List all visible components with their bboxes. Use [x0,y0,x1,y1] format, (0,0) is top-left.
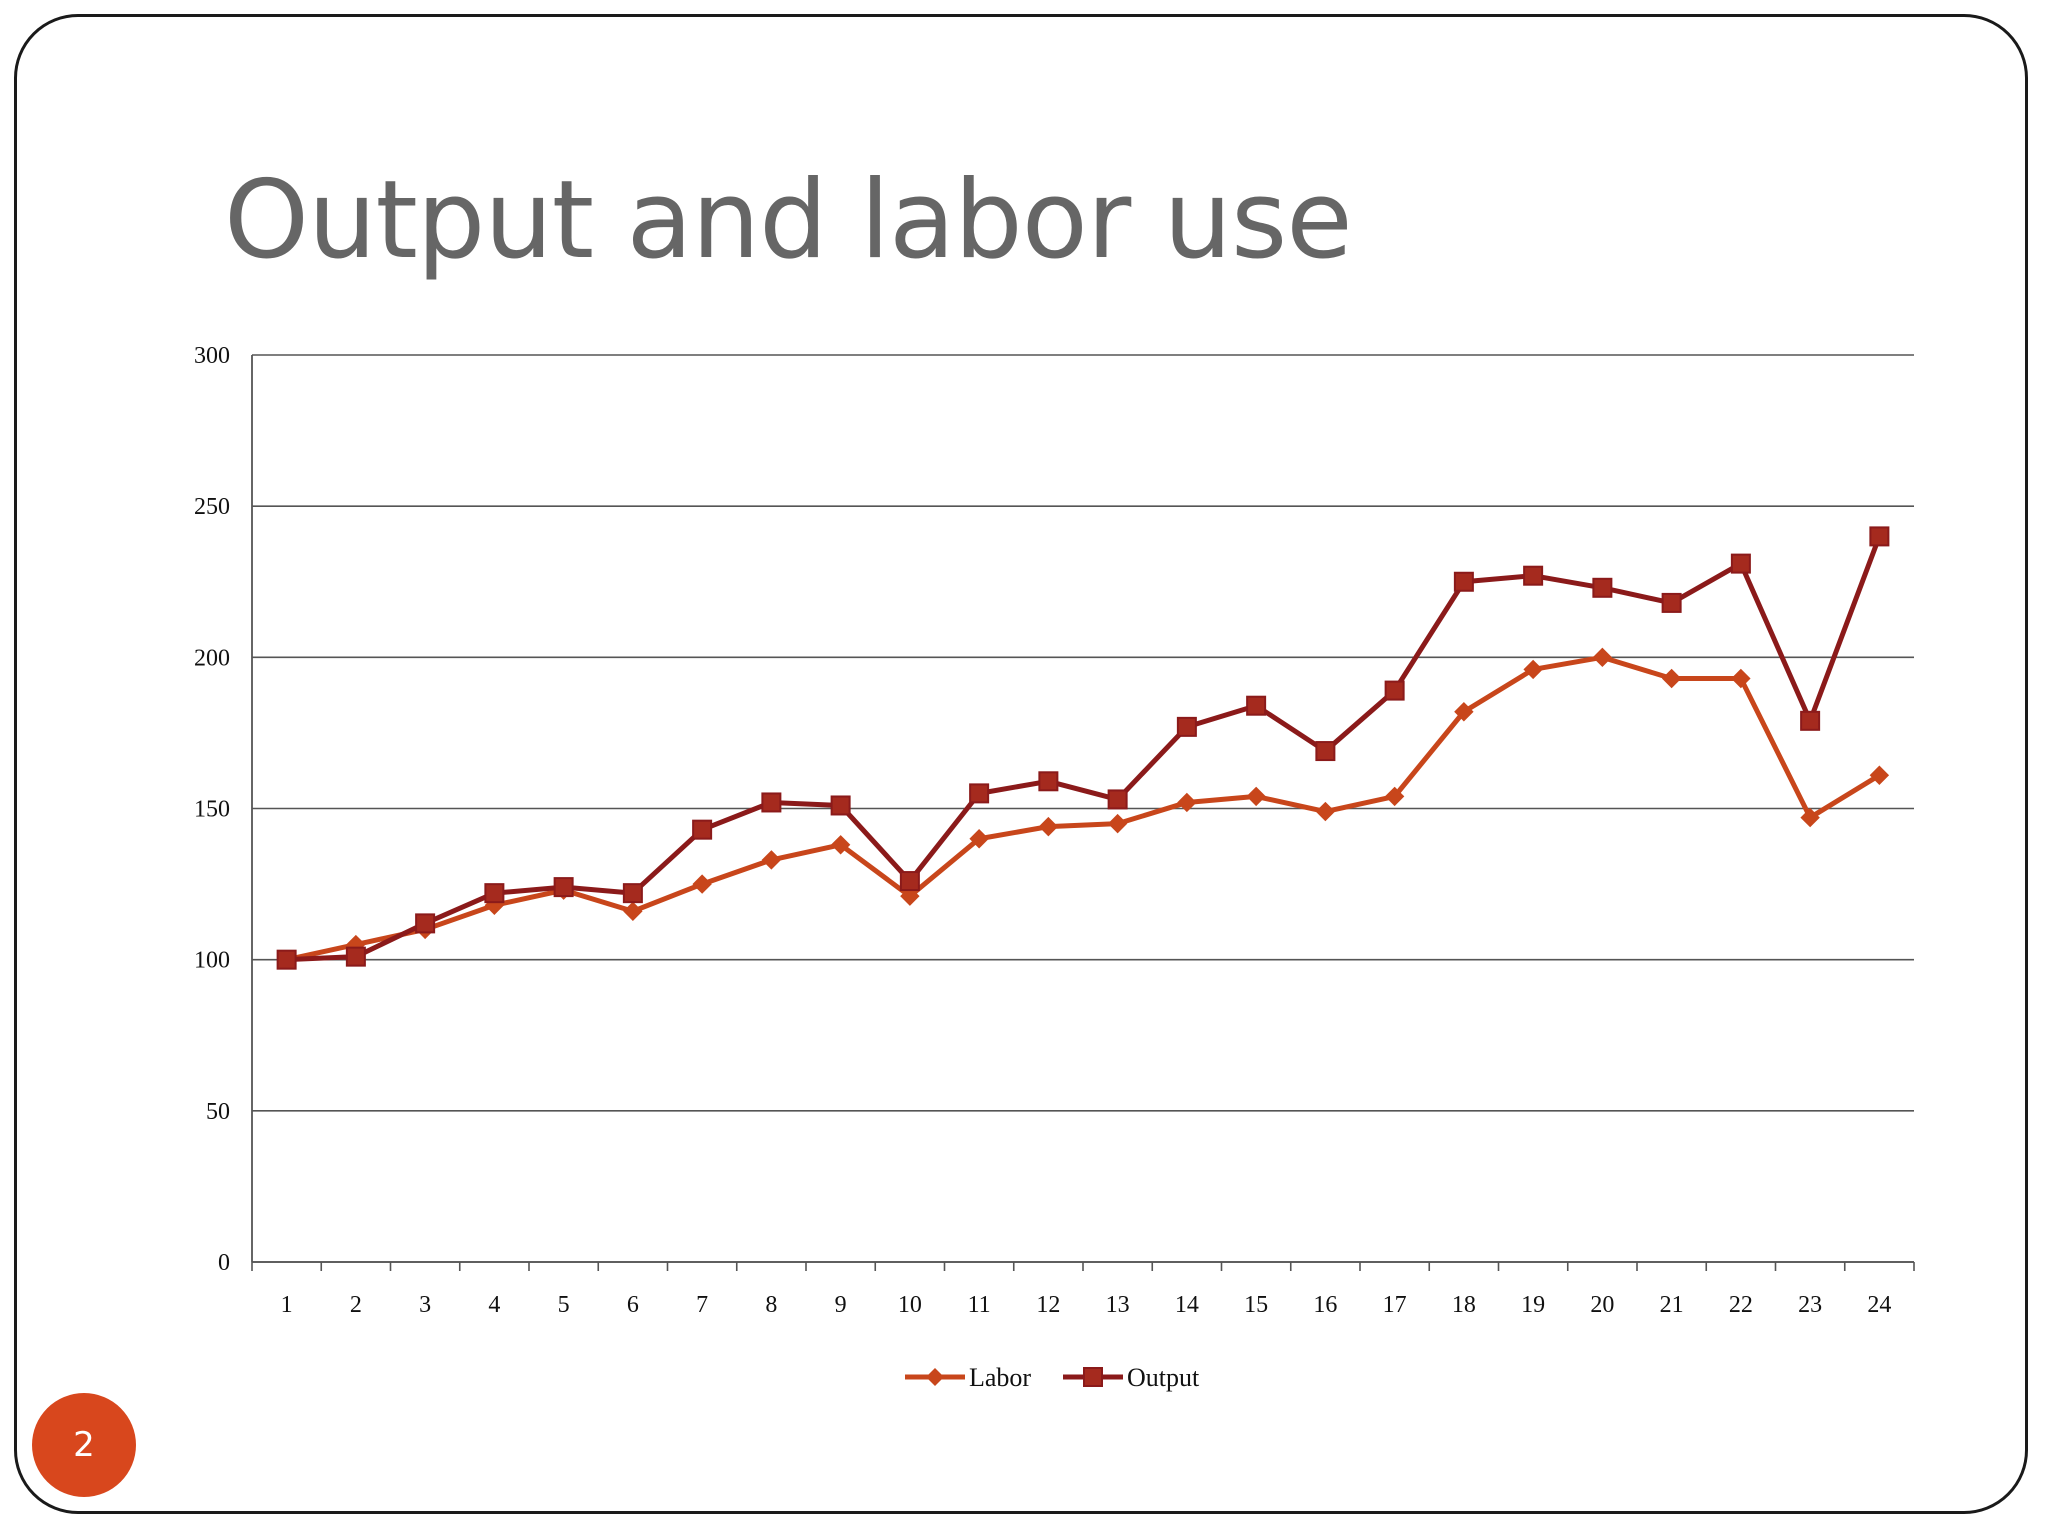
output-point [484,883,505,904]
x-tick-label: 6 [627,1292,639,1318]
x-tick-label: 18 [1452,1292,1476,1318]
x-tick-label: 16 [1313,1292,1337,1318]
x-tick-label: 20 [1590,1292,1614,1318]
labor-point [1177,792,1197,813]
x-tick-label: 7 [696,1292,708,1318]
labor-point [830,835,851,855]
x-tick-label: 1 [281,1292,293,1318]
output-point [276,949,297,970]
x-tick-label: 23 [1798,1292,1822,1318]
labor-point [969,829,989,849]
output-point [1800,710,1821,731]
x-tick-label: 19 [1521,1292,1545,1318]
x-tick-label: 12 [1036,1292,1060,1318]
y-tick-label: 50 [206,1099,230,1125]
labor-point [1523,659,1543,680]
labor-point [1454,702,1474,722]
x-tick-label: 15 [1244,1292,1268,1318]
output-point [345,946,366,967]
output-point [622,883,643,904]
labor-point [1038,816,1059,837]
x-tick-label: 10 [898,1292,922,1318]
output-point [692,819,713,840]
page-number-badge: 2 [32,1393,136,1497]
x-tick-label: 17 [1383,1292,1407,1318]
output-point [1384,680,1405,701]
labor-point [1246,786,1266,807]
labor-point [1800,807,1820,828]
labor-point [1661,668,1682,689]
slide-frame [14,14,2028,1514]
labor-series-line [286,654,1881,963]
output-point [1592,577,1613,598]
x-tick-label: 14 [1175,1292,1199,1318]
legend-output-label: Output [1127,1363,1200,1392]
output-point [761,792,782,813]
y-tick-label: 200 [194,645,230,671]
labor-point [1592,647,1613,668]
slide-title: Output and labor use [224,158,1353,283]
labor-point [623,901,643,922]
output-point [1730,553,1751,574]
legend-labor-label: Labor [969,1363,1031,1392]
y-tick-label: 300 [194,343,230,369]
output-point [1038,771,1059,792]
labor-point [1731,668,1751,689]
labor-point [761,850,782,870]
x-tick-label: 3 [419,1292,431,1318]
x-tick-label: 22 [1729,1292,1753,1318]
output-point [1661,592,1682,613]
labor-point [692,874,712,894]
output-point [553,877,574,898]
x-tick-label: 9 [835,1292,847,1318]
output-series-line [286,535,1882,963]
y-tick-label: 250 [194,494,230,520]
labor-point [1107,813,1128,834]
output-point [1453,571,1474,592]
x-tick-label: 4 [488,1292,500,1318]
output-point [1246,695,1267,716]
x-tick-label: 2 [350,1292,362,1318]
labor-point [1315,801,1336,822]
output-point [969,783,990,804]
legend-output-marker [1083,1367,1103,1387]
x-tick-label: 24 [1867,1292,1891,1318]
output-point [899,871,920,892]
y-tick-label: 150 [194,797,230,823]
output-point [1107,789,1128,810]
output-point [1315,741,1336,762]
output-point [1523,565,1544,586]
y-tick-label: 0 [218,1250,230,1276]
output-point [830,795,851,816]
legend-labor-marker [926,1368,944,1386]
output-point [1869,526,1890,547]
labor-point [1869,765,1890,785]
x-tick-label: 13 [1106,1292,1130,1318]
x-tick-label: 8 [765,1292,777,1318]
x-tick-label: 11 [968,1292,991,1318]
labor-point [1384,786,1405,807]
y-tick-label: 100 [194,948,230,974]
x-tick-label: 5 [558,1292,570,1318]
output-point [415,913,436,934]
labor-point [900,886,920,906]
x-tick-label: 21 [1660,1292,1684,1318]
output-point [1176,716,1197,737]
